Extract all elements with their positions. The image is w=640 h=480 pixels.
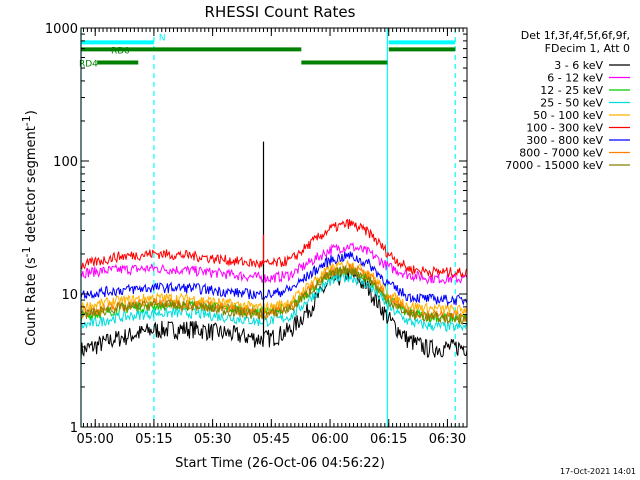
- y-axis-label-main: Count Rate (s: [24, 257, 39, 346]
- y-axis: 1 10 100 1000: [45, 22, 467, 436]
- flag-label-rd4: RD4: [79, 60, 98, 70]
- chart-title: RHESSI Count Rates: [205, 3, 356, 21]
- x-axis-label: Start Time (26-Oct-06 04:56:22): [175, 456, 385, 471]
- legend: Det 1f,3f,4f,5f,6f,9f, FDecim 1, Att 0 3…: [505, 29, 630, 172]
- y-tick-label-1: 1: [70, 421, 78, 436]
- legend-header-decim: FDecim 1, Att 0: [545, 42, 630, 55]
- y-tick-label-1000: 1000: [45, 22, 78, 37]
- x-tick-label-05:30: 05:30: [194, 432, 231, 447]
- footer-date: 17-Oct-2021 14:01: [560, 467, 636, 476]
- series-line-8: [81, 265, 467, 326]
- legend-label-4: 50 - 100 keV: [533, 109, 603, 122]
- flag-bars: N RD0 RD4: [79, 33, 456, 70]
- y-axis-label: Count Rate (s-1 detector segment-1): [20, 110, 39, 346]
- x-tick-label-05:45: 05:45: [253, 432, 290, 447]
- legend-label-6: 300 - 800 keV: [526, 134, 603, 147]
- legend-label-5: 100 - 300 keV: [526, 122, 603, 135]
- y-tick-label-100: 100: [53, 155, 78, 170]
- y-axis-label-exponent-2: -1: [20, 115, 33, 126]
- series-line-3: [81, 272, 467, 333]
- legend-label-7: 800 - 7000 keV: [519, 147, 603, 160]
- x-tick-label-06:15: 06:15: [370, 432, 407, 447]
- legend-label-8: 7000 - 15000 keV: [505, 159, 603, 172]
- series-line-6: [81, 251, 467, 307]
- legend-label-1: 6 - 12 keV: [547, 72, 603, 85]
- flag-label-n: N: [159, 33, 166, 43]
- series-layer: [81, 141, 467, 361]
- series-line-1: [81, 241, 467, 285]
- x-tick-label-05:00: 05:00: [76, 432, 113, 447]
- x-axis: 05:00 05:15 05:30 05:45 06:00 06:15 06:30: [76, 28, 468, 447]
- y-axis-label-end: ): [24, 110, 39, 115]
- plot-frame: [80, 27, 468, 428]
- legend-label-0: 3 - 6 keV: [554, 59, 603, 72]
- legend-header-detectors: Det 1f,3f,4f,5f,6f,9f,: [521, 29, 630, 42]
- series-line-5: [81, 218, 467, 278]
- x-tick-label-05:15: 05:15: [135, 432, 172, 447]
- series-line-0: [81, 265, 467, 361]
- y-axis-label-tail: detector segment: [24, 126, 39, 246]
- flag-label-rd0: RD0: [111, 46, 130, 56]
- legend-label-3: 25 - 50 keV: [540, 97, 603, 110]
- x-tick-label-06:30: 06:30: [429, 432, 466, 447]
- y-tick-label-10: 10: [61, 288, 78, 303]
- y-axis-label-exponent: -1: [20, 246, 33, 257]
- x-tick-label-06:00: 06:00: [311, 432, 348, 447]
- legend-label-2: 12 - 25 keV: [540, 84, 603, 97]
